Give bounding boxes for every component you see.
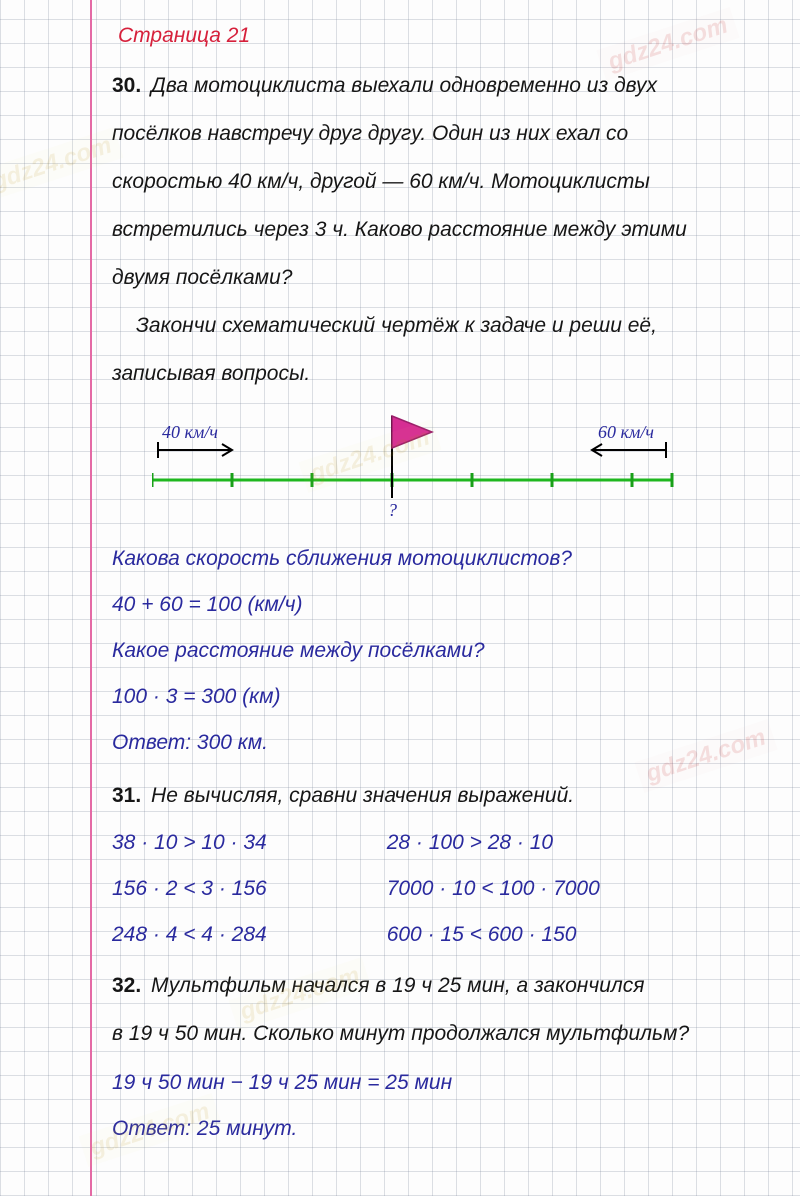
problem-30-text2: посёлков навстречу друг другу. Один из н… <box>112 110 758 158</box>
expr-31-r0: 28 · 100 > 28 · 10 <box>387 820 600 866</box>
solution-30-q2: Какое расстояние между посёлками? <box>112 628 758 674</box>
problem-30-text7: записывая вопросы. <box>112 350 758 398</box>
page-title: Страница 21 <box>118 24 758 48</box>
expr-31-l0: 38 · 10 > 10 · 34 <box>112 820 267 866</box>
diagram-svg: 40 км/ч 60 км/ч? <box>152 410 692 530</box>
svg-text:60 км/ч: 60 км/ч <box>598 422 654 442</box>
problem-32-line1: 32. Мультфильм начался в 19 ч 25 мин, а … <box>112 962 758 1010</box>
solution-30-answer: Ответ: 300 км. <box>112 720 758 766</box>
problem-32-number: 32. <box>112 974 141 997</box>
expr-31-l2: 248 · 4 < 4 · 284 <box>112 912 267 958</box>
problem-31: 31. Не вычисляя, сравни значения выражен… <box>112 772 758 820</box>
problem-31-text: Не вычисляя, сравни значения выражений. <box>151 784 574 807</box>
page-content: Страница 21 30. Два мотоциклиста выехали… <box>112 24 758 1152</box>
solution-31-right: 28 · 100 > 28 · 10 7000 · 10 < 100 · 700… <box>387 820 600 958</box>
problem-30-line1: 30. Два мотоциклиста выехали одновременн… <box>112 62 758 110</box>
solution-30-q1: Какова скорость сближения мотоциклистов? <box>112 536 758 582</box>
solution-31: 38 · 10 > 10 · 34 156 · 2 < 3 · 156 248 … <box>112 820 758 958</box>
problem-30-text6: Закончи схематический чертёж к задаче и … <box>112 302 758 350</box>
svg-text:?: ? <box>388 500 397 520</box>
problem-30: 30. Два мотоциклиста выехали одновременн… <box>112 62 758 398</box>
solution-32: 19 ч 50 мин − 19 ч 25 мин = 25 мин Ответ… <box>112 1060 758 1152</box>
solution-30-calc1: 40 + 60 = 100 (км/ч) <box>112 582 758 628</box>
problem-30-text1: Два мотоциклиста выехали одновременно из… <box>151 74 657 97</box>
expr-31-l1: 156 · 2 < 3 · 156 <box>112 866 267 912</box>
svg-text:40 км/ч: 40 км/ч <box>162 422 218 442</box>
problem-30-text3: скоростью 40 км/ч, другой — 60 км/ч. Мот… <box>112 158 758 206</box>
problem-30-text5: двумя посёлками? <box>112 254 758 302</box>
problem-30-number: 30. <box>112 74 141 97</box>
diagram: 40 км/ч 60 км/ч? <box>152 410 758 530</box>
problem-32-text2: в 19 ч 50 мин. Сколько минут продолжался… <box>112 1010 758 1058</box>
margin-line <box>90 0 92 1196</box>
solution-31-left: 38 · 10 > 10 · 34 156 · 2 < 3 · 156 248 … <box>112 820 267 958</box>
solution-30: Какова скорость сближения мотоциклистов?… <box>112 536 758 766</box>
problem-32-text1: Мультфильм начался в 19 ч 25 мин, а зако… <box>151 974 644 997</box>
solution-30-calc2: 100 · 3 = 300 (км) <box>112 674 758 720</box>
problem-32: 32. Мультфильм начался в 19 ч 25 мин, а … <box>112 962 758 1058</box>
expr-31-r2: 600 · 15 < 600 · 150 <box>387 912 600 958</box>
expr-31-r1: 7000 · 10 < 100 · 7000 <box>387 866 600 912</box>
problem-30-text4: встретились через 3 ч. Каково расстояние… <box>112 206 758 254</box>
problem-31-number: 31. <box>112 784 141 807</box>
solution-32-answer: Ответ: 25 минут. <box>112 1106 758 1152</box>
solution-32-calc: 19 ч 50 мин − 19 ч 25 мин = 25 мин <box>112 1060 758 1106</box>
